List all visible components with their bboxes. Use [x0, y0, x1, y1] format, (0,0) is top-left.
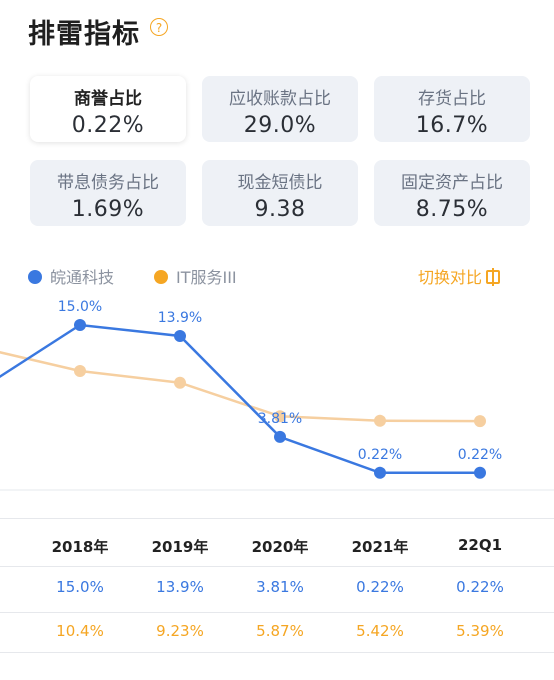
legend-series-a[interactable]: 皖通科技	[28, 264, 114, 288]
table-cell: 9.23%	[156, 622, 204, 640]
series-a-point	[374, 466, 386, 479]
metric-label: 固定资产占比	[401, 173, 503, 193]
series-a-line	[0, 323, 480, 475]
table-cell: 15.0%	[56, 578, 104, 596]
series-b-line	[0, 351, 481, 423]
table-header-cell: 2018年	[51, 538, 109, 556]
series-a-data-label: 3.81%	[258, 411, 302, 427]
series-a-point	[74, 319, 86, 331]
table-header-cell: 2021年	[351, 538, 409, 556]
table-cell: 13.9%	[156, 578, 204, 596]
table-header-cell: 22Q1	[457, 536, 503, 554]
metric-value: 0.22%	[71, 113, 145, 138]
table-cell: 0.22%	[456, 578, 504, 596]
table-cell: 0.22%	[356, 578, 404, 596]
legend-dot-icon	[28, 270, 42, 284]
metric-value: 29.0%	[243, 113, 317, 138]
metric-label: 存货占比	[418, 89, 486, 109]
series-a-data-label: 15.0%	[58, 299, 102, 315]
table-cell: 5.42%	[356, 622, 404, 640]
legend-dot-icon	[154, 270, 168, 284]
metric-card-receivables[interactable]: 应收账款占比 29.0%	[202, 76, 358, 142]
table-cell: %	[0, 578, 10, 596]
series-a-point	[274, 430, 286, 443]
metric-card-goodwill[interactable]: 商誉占比 0.22%	[30, 76, 186, 142]
table-cell: 10.4%	[56, 622, 104, 640]
series-b-point	[374, 414, 386, 427]
metric-card-interest-debt[interactable]: 带息债务占比 1.69%	[30, 160, 186, 226]
series-a-point	[174, 330, 186, 342]
metric-value: 9.38	[254, 197, 306, 222]
metric-value: 1.69%	[71, 197, 145, 222]
series-a-data-label: 13.9%	[158, 310, 202, 326]
switch-compare-button[interactable]: 切换对比	[418, 264, 501, 288]
line-chart: 15.0% 13.9% 3.81% 0.22% 0.22%	[0, 299, 554, 491]
table-header-cell: 2019年	[151, 538, 209, 556]
series-b-point	[474, 415, 486, 428]
switch-icon	[486, 268, 501, 286]
metric-label: 现金短债比	[237, 173, 323, 193]
help-icon[interactable]: ?	[150, 18, 168, 36]
table-cell: 5.87%	[256, 622, 304, 640]
series-a-data-label: 0.22%	[358, 447, 402, 463]
table-cell: 3.81%	[256, 578, 304, 596]
series-b-point	[74, 365, 86, 377]
metric-value: 16.7%	[415, 113, 489, 138]
switch-label: 切换对比	[418, 268, 483, 287]
series-a-point	[474, 466, 486, 479]
legend-label: 皖通科技	[50, 268, 115, 287]
series-a-data-label: 0.22%	[458, 447, 502, 463]
table-header-cell: 2020年	[251, 538, 309, 556]
table-cell: 5.39%	[456, 622, 504, 640]
metric-card-inventory[interactable]: 存货占比 16.7%	[374, 76, 530, 142]
page-title: 排雷指标	[28, 19, 140, 50]
legend-label: IT服务III	[176, 268, 237, 287]
metric-label: 带息债务占比	[57, 173, 159, 193]
series-b-point	[174, 376, 186, 389]
metric-value: 8.75%	[415, 197, 489, 222]
metric-card-cash-debt-ratio[interactable]: 现金短债比 9.38	[202, 160, 358, 226]
metric-label: 商誉占比	[74, 89, 142, 109]
table-cell: %	[0, 622, 10, 640]
series-b-point	[274, 410, 286, 423]
legend-series-b[interactable]: IT服务III	[154, 264, 237, 288]
table-header-cell: 年	[0, 536, 20, 557]
metric-label: 应收账款占比	[229, 89, 331, 109]
metric-card-fixed-assets[interactable]: 固定资产占比 8.75%	[374, 160, 530, 226]
